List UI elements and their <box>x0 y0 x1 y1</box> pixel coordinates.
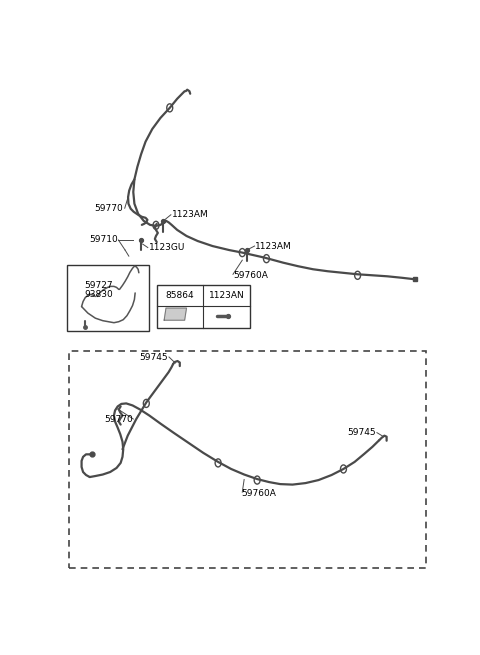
Text: 59760A: 59760A <box>233 271 268 280</box>
Text: 59770: 59770 <box>104 415 132 424</box>
Text: 59710: 59710 <box>89 236 118 244</box>
Text: 85864: 85864 <box>166 291 194 300</box>
Text: 1123AN: 1123AN <box>209 291 244 300</box>
Text: 59770: 59770 <box>95 204 123 213</box>
Text: 1123AM: 1123AM <box>172 210 208 219</box>
Text: 59745: 59745 <box>348 428 376 437</box>
Polygon shape <box>164 308 186 320</box>
Bar <box>67 265 148 331</box>
Text: 59745: 59745 <box>139 352 168 362</box>
Bar <box>156 286 250 328</box>
Text: 1123GU: 1123GU <box>148 243 185 252</box>
Text: 93830: 93830 <box>84 290 113 299</box>
Text: 59760A: 59760A <box>241 489 276 498</box>
Bar <box>69 351 426 568</box>
Text: 1123AM: 1123AM <box>255 242 292 251</box>
Text: 59727: 59727 <box>84 281 113 290</box>
